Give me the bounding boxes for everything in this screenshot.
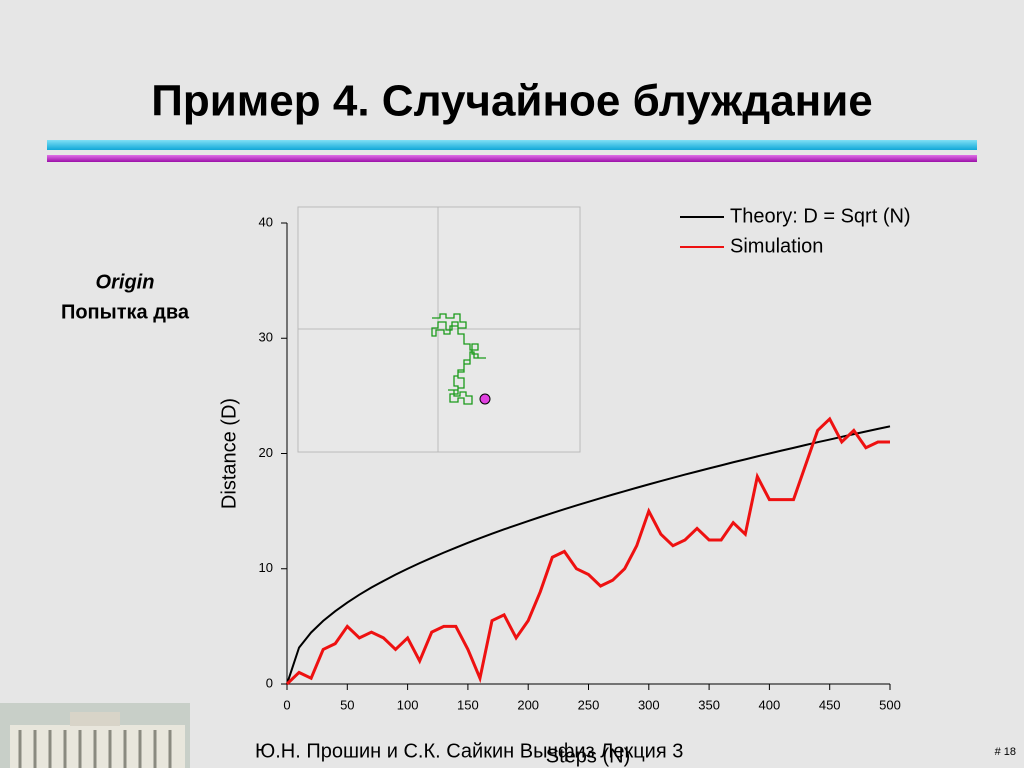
building-image — [0, 703, 190, 768]
y-tick-label: 0 — [266, 675, 273, 690]
x-tick-label: 200 — [517, 697, 539, 712]
side-note: Origin — [96, 271, 155, 293]
x-tick-label: 300 — [638, 697, 660, 712]
y-axis-label: Distance (D) — [218, 398, 240, 509]
title-bar — [47, 155, 977, 162]
title-bar — [47, 140, 977, 150]
x-tick-label: 350 — [698, 697, 720, 712]
legend-label: Theory: D = Sqrt (N) — [730, 205, 911, 227]
slide-title: Пример 4. Случайное блуждание — [151, 77, 873, 126]
series-line — [285, 416, 890, 686]
x-tick-label: 100 — [397, 697, 419, 712]
y-tick-label: 10 — [259, 560, 273, 575]
x-tick-label: 50 — [340, 697, 354, 712]
x-axis-label: Steps (N) — [546, 745, 630, 767]
series-line — [286, 425, 891, 685]
legend-label: Simulation — [730, 235, 823, 257]
x-tick-label: 250 — [578, 697, 600, 712]
y-tick-label: 40 — [259, 214, 273, 229]
x-tick-label: 500 — [879, 697, 901, 712]
side-note: Попытка два — [61, 301, 190, 323]
page-number: # 18 — [995, 746, 1016, 758]
x-tick-label: 400 — [759, 697, 781, 712]
inset — [297, 206, 581, 453]
x-tick-label: 150 — [457, 697, 479, 712]
x-tick-label: 0 — [283, 697, 290, 712]
x-tick-label: 450 — [819, 697, 841, 712]
y-tick-label: 20 — [259, 445, 273, 460]
y-tick-label: 30 — [259, 330, 273, 345]
footer-authors: Ю.Н. Прошин и С.К. Сайкин Вычфиз Лекция … — [255, 740, 683, 762]
